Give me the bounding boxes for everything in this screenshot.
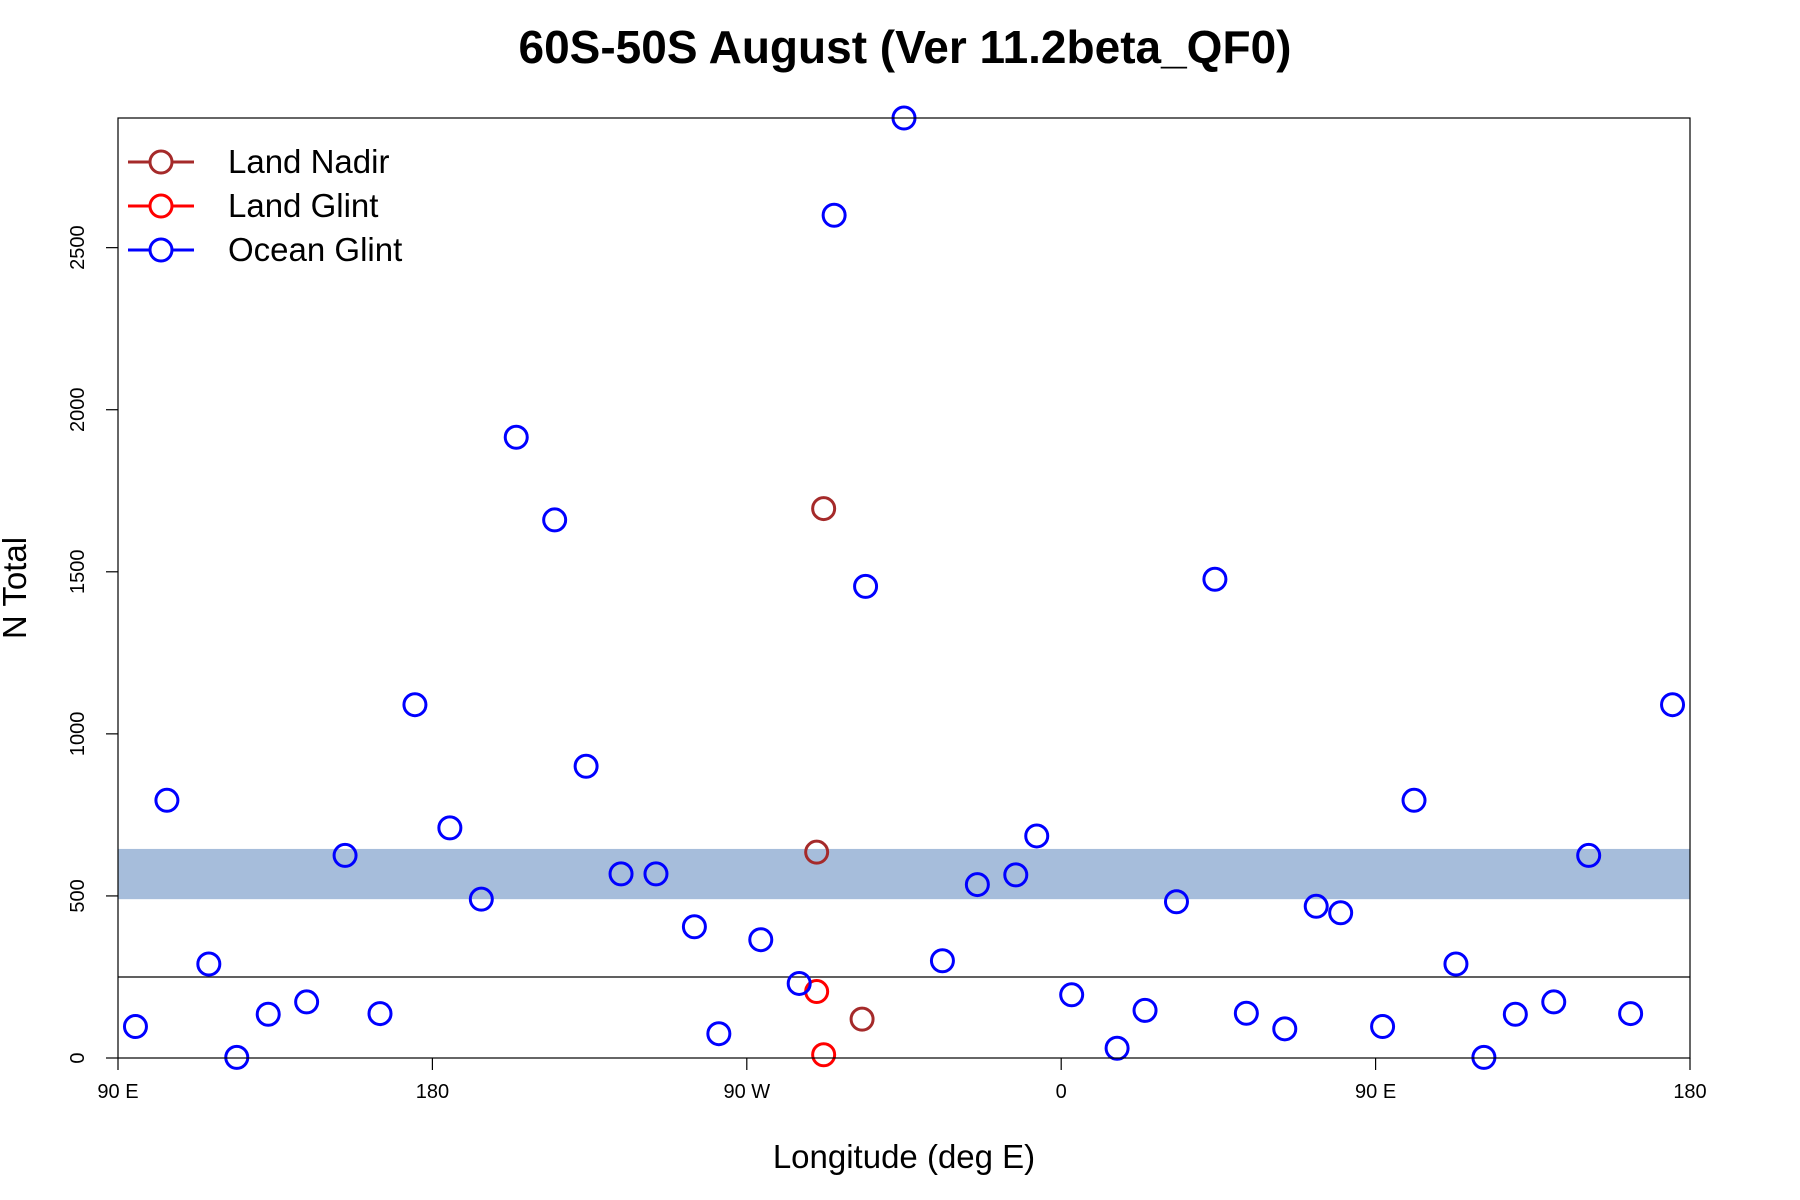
point-ocean-glint (1003, 862, 1029, 888)
legend-label-land-glint: Land Glint (228, 187, 378, 224)
x-tick-label: 90 W (723, 1081, 770, 1103)
point-ocean-glint (1163, 889, 1189, 915)
point-ocean-glint (154, 787, 180, 813)
point-ocean-glint (964, 872, 990, 898)
point-ocean-glint (1132, 997, 1158, 1023)
point-ocean-glint (929, 948, 955, 974)
axes: 90 E 180 90 W 0 90 E 180 0 500 1000 1500 2000 2500 (67, 225, 1707, 1103)
x-tick-label: 180 (416, 1081, 449, 1103)
point-ocean-glint (1328, 900, 1354, 926)
point-ocean-glint (1272, 1016, 1298, 1042)
x-tick-label: 90 E (97, 1081, 138, 1103)
point-ocean-glint (1104, 1035, 1130, 1061)
point-ocean-glint (1401, 787, 1427, 813)
point-ocean-glint (1024, 823, 1050, 849)
point-land-nadir (811, 496, 837, 522)
point-ocean-glint (1660, 692, 1686, 718)
point-ocean-glint (1502, 1001, 1528, 1027)
y-tick-label: 2500 (67, 225, 89, 269)
point-ocean-glint (402, 692, 428, 718)
legend: Land Nadir Land Glint Ocean Glint (128, 143, 402, 268)
point-ocean-glint (608, 861, 634, 887)
point-land-nadir (849, 1006, 875, 1032)
y-tick-label: 1000 (67, 712, 89, 757)
point-ocean-glint (1233, 1000, 1259, 1026)
point-ocean-glint (367, 1001, 393, 1027)
y-tick-label: 2000 (67, 387, 89, 432)
point-ocean-glint (196, 951, 222, 977)
point-ocean-glint (643, 861, 669, 887)
point-ocean-glint (706, 1021, 732, 1047)
point-ocean-glint (122, 1014, 148, 1040)
point-ocean-glint (224, 1044, 250, 1070)
point-ocean-glint (1471, 1044, 1497, 1070)
shaded-band (118, 848, 1690, 900)
point-ocean-glint (1059, 982, 1085, 1008)
x-tick-label: 90 E (1355, 1081, 1396, 1103)
point-ocean-glint (1303, 893, 1329, 919)
point-ocean-glint (1202, 566, 1228, 592)
point-ocean-glint (294, 989, 320, 1015)
point-ocean-glint (821, 202, 847, 228)
x-tick-label: 0 (1056, 1081, 1067, 1103)
y-axis-label: N Total (0, 537, 33, 639)
legend-label-ocean-glint: Ocean Glint (228, 231, 402, 268)
x-tick-label: 180 (1673, 1081, 1706, 1103)
point-ocean-glint (786, 970, 812, 996)
point-ocean-glint (332, 842, 358, 868)
point-land-glint (811, 1042, 837, 1068)
point-ocean-glint (542, 507, 568, 533)
y-tick-label: 1500 (67, 550, 89, 595)
point-ocean-glint (1576, 842, 1602, 868)
point-ocean-glint (468, 886, 494, 912)
legend-label-land-nadir: Land Nadir (228, 143, 389, 180)
point-land-nadir (804, 839, 830, 865)
point-ocean-glint (437, 815, 463, 841)
point-ocean-glint (1443, 951, 1469, 977)
legend-marker-ocean-glint (148, 237, 174, 263)
point-ocean-glint (853, 573, 879, 599)
point-ocean-glint (1541, 989, 1567, 1015)
y-tick-label: 0 (67, 1052, 89, 1063)
point-ocean-glint (681, 914, 707, 940)
legend-marker-land-nadir (148, 149, 174, 175)
x-axis-label: Longitude (deg E) (773, 1138, 1035, 1175)
chart-title: 60S-50S August (Ver 11.2beta_QF0) (519, 21, 1292, 73)
point-ocean-glint (1618, 1001, 1644, 1027)
point-ocean-glint (748, 927, 774, 953)
point-ocean-glint (255, 1001, 281, 1027)
point-ocean-glint (503, 424, 529, 450)
point-ocean-glint (1370, 1014, 1396, 1040)
y-tick-label: 500 (67, 879, 89, 912)
legend-marker-land-glint (148, 193, 174, 219)
plot-area (118, 105, 1690, 1070)
plot-frame (117, 117, 1691, 1059)
point-ocean-glint (573, 753, 599, 779)
